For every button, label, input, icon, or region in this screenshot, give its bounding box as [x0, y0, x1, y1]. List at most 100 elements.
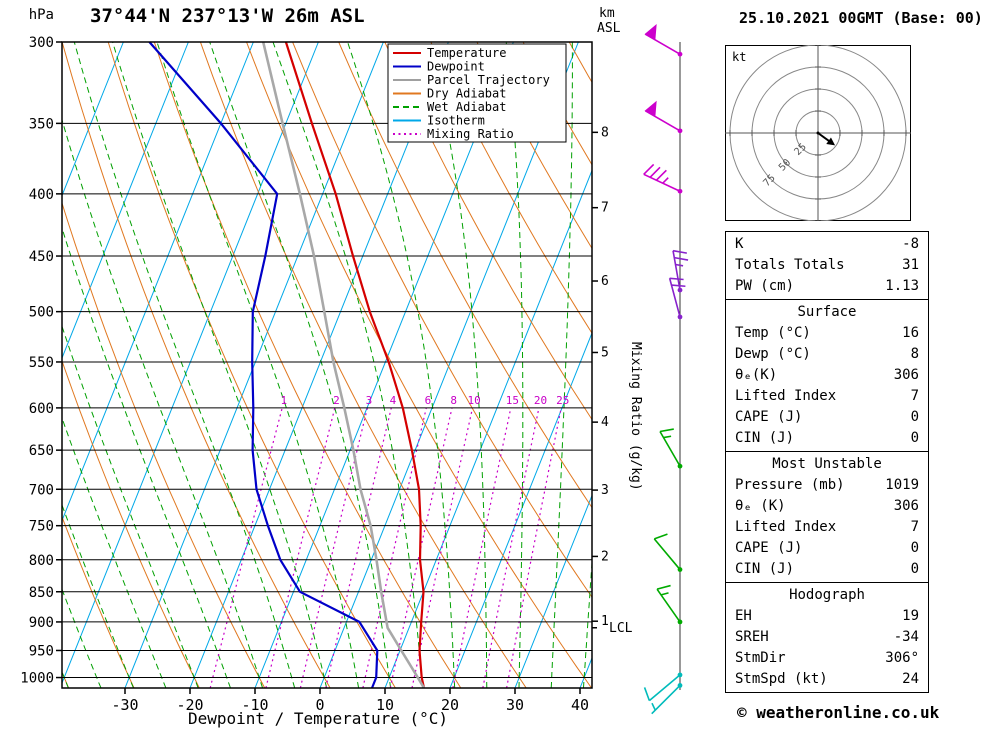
wind-barb	[651, 684, 681, 715]
x-axis-label: Dewpoint / Temperature (°C)	[188, 709, 448, 728]
pressure-tick-label: 850	[29, 585, 54, 601]
mixing-ratio-label: 2	[333, 394, 340, 407]
table-cell-value: 0	[910, 540, 919, 556]
table-row: CIN (J) 0	[726, 428, 928, 449]
pressure-tick-label: 650	[29, 443, 54, 459]
hodograph-unit-label: kt	[732, 50, 746, 64]
table-row: Totals Totals 31	[726, 255, 928, 276]
wind-barb	[672, 249, 689, 291]
wind-barbs	[643, 24, 689, 715]
table-cell-value: 306°	[885, 650, 919, 666]
table-cell-label: Temp (°C)	[735, 325, 811, 341]
km-tick-label: 2	[601, 549, 609, 564]
lcl-label: LCL	[609, 621, 633, 636]
table-cell-label: θₑ(K)	[735, 367, 778, 383]
wind-barb	[656, 584, 681, 623]
km-unit-label: km	[599, 6, 615, 21]
temperature-tick-label: -30	[111, 696, 138, 714]
table-cell-label: SREH	[735, 629, 769, 645]
legend-label: Mixing Ratio	[427, 127, 514, 141]
temperature-tick-label: 40	[571, 696, 589, 714]
table-cell-label: Totals Totals	[735, 257, 845, 273]
km-tick-label: 8	[601, 125, 609, 140]
table-cell-value: 19	[902, 608, 919, 624]
pressure-tick-label: 600	[29, 401, 54, 417]
table-row: Dewp (°C) 8	[726, 344, 928, 365]
legend-label: Wet Adiabat	[427, 100, 506, 114]
mixing-ratio-label: 15	[506, 394, 519, 407]
table-row: θₑ(K) 306	[726, 365, 928, 386]
table-cell-label: Lifted Index	[735, 519, 837, 535]
table-cell-label: K	[735, 236, 744, 252]
wind-barb	[644, 24, 681, 55]
pressure-axis: 300 350 400 450 500 550 600 650 700 750 800 850 900 9…	[20, 7, 592, 687]
table-cell-value: -8	[902, 236, 919, 252]
table-row: EH 19	[726, 606, 928, 627]
table-cell-value: 7	[910, 519, 919, 535]
table-cell-value: 306	[893, 367, 919, 383]
table-section-indices: K -8 Totals Totals 31 PW (cm) 1.13	[725, 231, 929, 300]
table-cell-value: 31	[902, 257, 919, 273]
table-row: CIN (J) 0	[726, 559, 928, 580]
copyright: © weatheronline.co.uk	[737, 703, 940, 722]
table-cell-value: 1.13	[885, 278, 919, 294]
wind-barb	[659, 428, 681, 467]
pressure-tick-label: 800	[29, 553, 54, 569]
table-row: CAPE (J) 0	[726, 538, 928, 559]
pressure-tick-label: 450	[29, 249, 54, 265]
km-tick-label: 4	[601, 415, 609, 430]
table-cell-label: StmSpd (kt)	[735, 671, 828, 687]
wind-barb	[643, 674, 681, 702]
mixing-ratio-label: 10	[467, 394, 480, 407]
km-tick-label: 3	[601, 483, 609, 498]
km-tick-label: 5	[601, 345, 609, 360]
pressure-unit-label: hPa	[29, 7, 54, 23]
table-cell-value: 1019	[885, 477, 919, 493]
temperature-line	[284, 41, 426, 689]
table-row: PW (cm) 1.13	[726, 276, 928, 297]
table-row: θₑ (K) 306	[726, 496, 928, 517]
table-cell-value: 24	[902, 671, 919, 687]
table-cell-label: Lifted Index	[735, 388, 837, 404]
wind-barb	[653, 533, 681, 571]
table-cell-label: CAPE (J)	[735, 540, 803, 556]
temperature-tick-label: 10	[376, 696, 394, 714]
pressure-tick-label: 550	[29, 355, 54, 371]
temperature-tick-label: 0	[315, 696, 324, 714]
table-cell-value: -34	[893, 629, 919, 645]
table-cell-label: PW (cm)	[735, 278, 795, 294]
station-title: 37°44'N 237°13'W 26m ASL	[90, 5, 365, 27]
table-section-title: Hodograph	[789, 587, 865, 603]
skewt-chart: 3003504004505005506006507007508008509009…	[20, 6, 689, 728]
pressure-tick-label: 700	[29, 482, 54, 498]
table-cell-value: 306	[893, 498, 919, 514]
indices-table: K -8 Totals Totals 31 PW (cm) 1.13 Surface Temp…	[725, 231, 929, 693]
table-cell-label: Pressure (mb)	[735, 477, 845, 493]
table-cell-value: 0	[910, 561, 919, 577]
table-section-surface: Surface Temp (°C) 16 Dewp (°C) 8 θₑ(K) 306 Lift…	[725, 299, 929, 452]
wind-barb	[644, 100, 681, 132]
km-tick-label: 7	[601, 201, 609, 216]
mixing-ratio-label: 1	[280, 394, 287, 407]
pressure-tick-label: 300	[29, 35, 54, 51]
mixing-ratio-label: 6	[425, 394, 432, 407]
table-row: SREH -34	[726, 627, 928, 648]
km-tick-label: 6	[601, 274, 609, 289]
plot-frame	[61, 41, 593, 689]
mixing-ratio-label: 25	[556, 394, 569, 407]
pressure-tick-label: 950	[29, 643, 54, 659]
table-section-most-unstable: Most Unstable Pressure (mb) 1019 θₑ (K) 306 L…	[725, 451, 929, 583]
table-section-title: Surface	[797, 304, 857, 320]
temperature-axis: -30 -20 -10 0 10 20 30 40 Dewpoint / Temperature…	[111, 688, 589, 728]
pressure-tick-label: 900	[29, 615, 54, 631]
table-section-title: Most Unstable	[772, 456, 882, 472]
table-section-hodograph: Hodograph EH 19 SREH -34 StmDir 306° StmSpd (kt…	[725, 582, 929, 693]
table-row: Lifted Index 7	[726, 517, 928, 538]
temperature-tick-label: 30	[506, 696, 524, 714]
pressure-tick-label: 350	[29, 116, 54, 132]
table-row: Pressure (mb) 1019	[726, 475, 928, 496]
mixing-ratio-label: 20	[534, 394, 547, 407]
asl-unit-label: ASL	[597, 21, 621, 36]
